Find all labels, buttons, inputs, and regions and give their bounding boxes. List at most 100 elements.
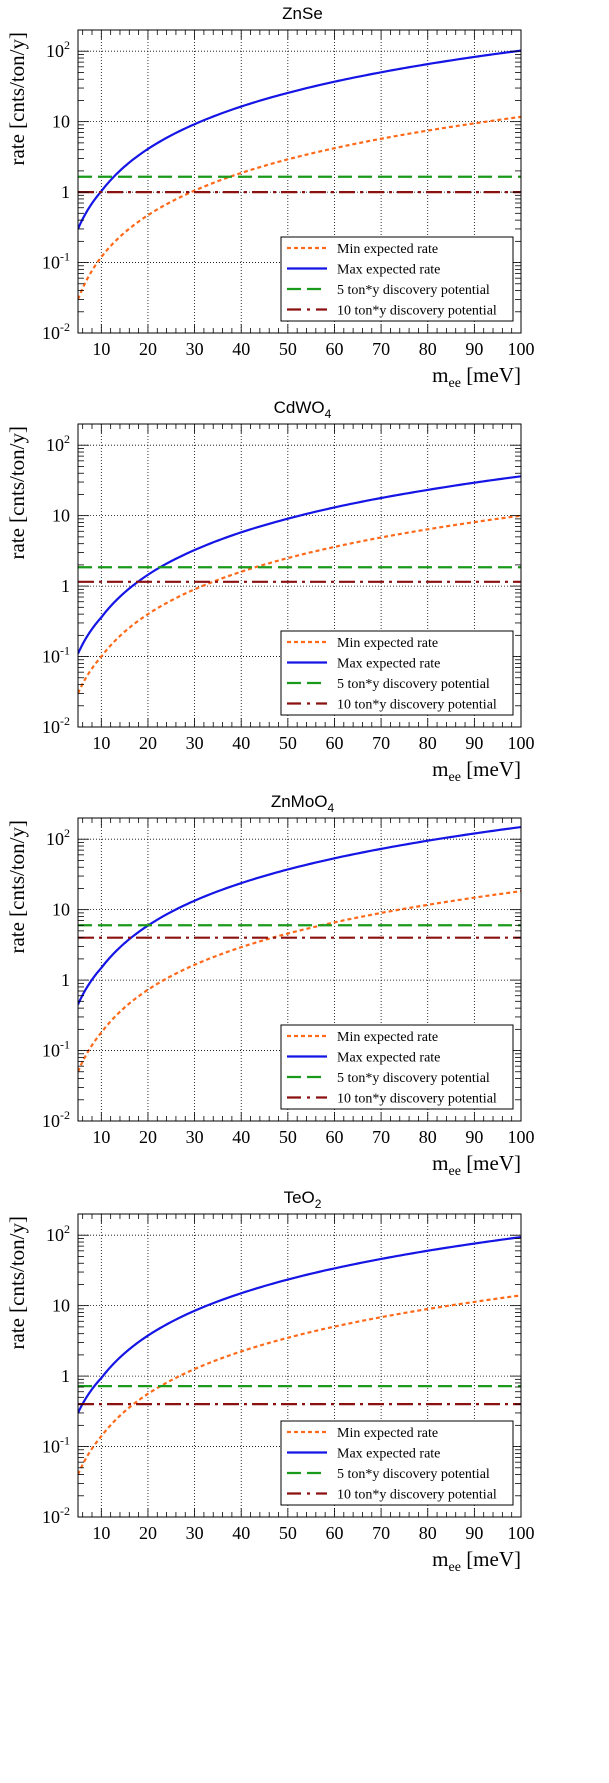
x-tick-label: 20 bbox=[139, 1523, 157, 1543]
legend: Min expected rate Max expected rate 5 ton*… bbox=[280, 1420, 514, 1506]
y-axis-label: rate [cnts/ton/y] bbox=[5, 1216, 29, 1350]
legend-label: Min expected rate bbox=[337, 1426, 438, 1441]
x-tick-label: 100 bbox=[508, 1127, 535, 1147]
y-tick-label: 1 bbox=[61, 1366, 70, 1386]
x-tick-label: 30 bbox=[186, 733, 204, 753]
y-tick-label: 10-2 bbox=[42, 320, 70, 343]
legend-box bbox=[280, 630, 514, 716]
series-line bbox=[78, 1294, 521, 1476]
x-tick-label: 60 bbox=[325, 1127, 343, 1147]
series-line bbox=[78, 890, 521, 1073]
x-tick-label: 30 bbox=[186, 339, 204, 359]
chart-title: ZnSe bbox=[282, 4, 323, 23]
y-tick-label: 10-1 bbox=[42, 1434, 70, 1457]
x-tick-label: 50 bbox=[279, 1523, 297, 1543]
series-line bbox=[78, 49, 521, 230]
x-tick-label: 20 bbox=[139, 1127, 157, 1147]
x-tick-label: 90 bbox=[465, 1523, 483, 1543]
y-tick-label: 10-1 bbox=[42, 644, 70, 667]
legend-box bbox=[280, 1420, 514, 1506]
legend-label: 5 ton*y discovery potential bbox=[337, 677, 490, 692]
x-tick-label: 60 bbox=[325, 339, 343, 359]
y-tick-label: 1 bbox=[61, 182, 70, 202]
x-tick-label: 30 bbox=[186, 1127, 204, 1147]
y-tick-label: 102 bbox=[46, 1222, 70, 1245]
x-axis-label: mee [meV] bbox=[432, 363, 521, 391]
x-tick-label: 100 bbox=[508, 1523, 535, 1543]
chart-title: TeO2 bbox=[284, 1188, 322, 1211]
plot-frame bbox=[77, 423, 522, 728]
x-tick-label: 80 bbox=[419, 1523, 437, 1543]
y-tick-label: 10-2 bbox=[42, 1108, 70, 1131]
x-tick-label: 10 bbox=[92, 1523, 110, 1543]
series-line bbox=[78, 514, 521, 694]
legend-label: 5 ton*y discovery potential bbox=[337, 1071, 490, 1086]
y-tick-label: 1 bbox=[61, 576, 70, 596]
chart-panel: ZnMoO4 10 20 30 40 50 60 70 80 90 100 10-2 10-1 1 10 10… bbox=[5, 792, 535, 1179]
legend-label: 10 ton*y discovery potential bbox=[337, 1488, 497, 1503]
y-axis-label: rate [cnts/ton/y] bbox=[5, 820, 29, 954]
x-tick-label: 30 bbox=[186, 1523, 204, 1543]
x-axis-label: mee [meV] bbox=[432, 1547, 521, 1575]
chart-title: CdWO4 bbox=[274, 398, 332, 421]
plot-frame bbox=[77, 29, 522, 334]
y-tick-label: 10-2 bbox=[42, 714, 70, 737]
chart-panel: ZnSe 10 20 30 40 50 60 70 80 90 100 10-2 10-1 1 10 102 r… bbox=[5, 4, 535, 391]
x-tick-label: 50 bbox=[279, 733, 297, 753]
series-line bbox=[78, 115, 521, 300]
series-line bbox=[78, 1236, 521, 1414]
x-tick-label: 90 bbox=[465, 339, 483, 359]
y-tick-label: 102 bbox=[46, 826, 70, 849]
legend-label: 10 ton*y discovery potential bbox=[337, 1092, 497, 1107]
legend-label: Max expected rate bbox=[337, 1447, 440, 1462]
x-tick-label: 40 bbox=[232, 1523, 250, 1543]
x-tick-label: 20 bbox=[139, 733, 157, 753]
x-tick-label: 10 bbox=[92, 339, 110, 359]
x-tick-label: 80 bbox=[419, 339, 437, 359]
x-tick-label: 50 bbox=[279, 1127, 297, 1147]
legend-label: Max expected rate bbox=[337, 263, 440, 278]
legend: Min expected rate Max expected rate 5 ton*… bbox=[280, 630, 514, 716]
x-tick-label: 10 bbox=[92, 1127, 110, 1147]
x-tick-label: 40 bbox=[232, 1127, 250, 1147]
y-tick-label: 10 bbox=[52, 112, 70, 132]
y-tick-label: 10-2 bbox=[42, 1504, 70, 1527]
x-tick-label: 70 bbox=[372, 339, 390, 359]
x-tick-label: 70 bbox=[372, 1127, 390, 1147]
plot-frame bbox=[77, 817, 522, 1122]
y-tick-label: 10 bbox=[52, 1296, 70, 1316]
legend-label: 5 ton*y discovery potential bbox=[337, 1467, 490, 1482]
chart-title: ZnMoO4 bbox=[271, 792, 335, 815]
chart-panel: CdWO4 10 20 30 40 50 60 70 80 90 100 10-2 10-1 1 10 102… bbox=[5, 398, 535, 785]
x-tick-label: 70 bbox=[372, 733, 390, 753]
legend-label: Max expected rate bbox=[337, 657, 440, 672]
legend-label: Min expected rate bbox=[337, 242, 438, 257]
legend-label: Min expected rate bbox=[337, 1030, 438, 1045]
y-tick-label: 10 bbox=[52, 900, 70, 920]
x-tick-label: 40 bbox=[232, 339, 250, 359]
legend-label: Max expected rate bbox=[337, 1051, 440, 1066]
x-tick-label: 60 bbox=[325, 733, 343, 753]
plot-frame bbox=[77, 1213, 522, 1518]
y-tick-label: 10-1 bbox=[42, 1038, 70, 1061]
x-tick-label: 90 bbox=[465, 733, 483, 753]
x-tick-label: 40 bbox=[232, 733, 250, 753]
x-tick-label: 20 bbox=[139, 339, 157, 359]
y-tick-label: 1 bbox=[61, 970, 70, 990]
x-axis-label: mee [meV] bbox=[432, 757, 521, 785]
legend-label: 10 ton*y discovery potential bbox=[337, 698, 497, 713]
chart-panel: TeO2 10 20 30 40 50 60 70 80 90 100 10-2 10-1 1 10 102 r… bbox=[5, 1188, 535, 1575]
legend: Min expected rate Max expected rate 5 ton*… bbox=[280, 236, 514, 322]
x-tick-label: 80 bbox=[419, 733, 437, 753]
y-tick-label: 102 bbox=[46, 38, 70, 61]
x-tick-label: 10 bbox=[92, 733, 110, 753]
legend-label: Min expected rate bbox=[337, 636, 438, 651]
legend-box bbox=[280, 1024, 514, 1110]
legend-label: 10 ton*y discovery potential bbox=[337, 304, 497, 319]
legend-box bbox=[280, 236, 514, 322]
y-axis-label: rate [cnts/ton/y] bbox=[5, 426, 29, 560]
x-tick-label: 100 bbox=[508, 733, 535, 753]
y-tick-label: 10-1 bbox=[42, 250, 70, 273]
